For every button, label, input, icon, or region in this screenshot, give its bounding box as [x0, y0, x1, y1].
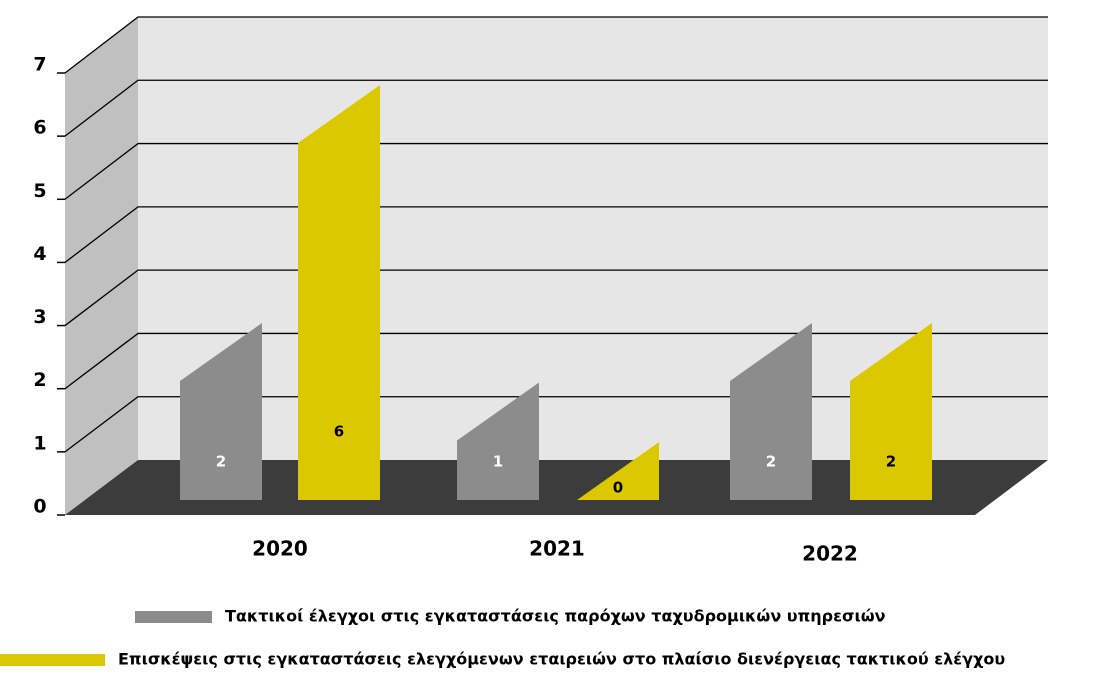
legend-label: Τακτικοί έλεγχοι στις εγκαταστάσεις παρό… [225, 607, 886, 626]
value-label: 1 [493, 453, 503, 471]
grid-line [64, 16, 1048, 74]
legend-swatch [135, 611, 212, 623]
legend-label: Επισκέψεις στις εγκαταστάσεις ελεγχόμενω… [118, 650, 1005, 669]
value-label: 2 [766, 453, 776, 471]
grid-line [64, 332, 1048, 390]
y-tick-label: 2 [33, 369, 46, 391]
value-label: 6 [334, 423, 344, 441]
bar [850, 323, 932, 500]
bar [298, 85, 380, 500]
bar [730, 323, 812, 500]
y-tick-label: 7 [33, 54, 46, 76]
grid-line [64, 79, 1048, 137]
y-tick-label: 3 [33, 306, 46, 328]
legend-swatch [0, 654, 105, 666]
y-tick-label: 4 [33, 243, 46, 265]
value-label: 2 [216, 453, 226, 471]
grid-line [64, 206, 1048, 263]
value-label: 2 [886, 453, 896, 471]
x-tick-label: 2022 [802, 542, 858, 566]
value-label: 0 [613, 479, 623, 497]
side-wall [65, 17, 138, 515]
x-tick-label: 2021 [529, 537, 585, 561]
x-tick-label: 2020 [252, 537, 308, 561]
y-tick-label: 1 [33, 432, 46, 454]
bar [180, 323, 262, 500]
y-tick-label: 5 [33, 180, 46, 202]
bar [457, 382, 539, 500]
y-tick-label: 6 [33, 117, 46, 139]
bar [577, 442, 659, 500]
grid-line [64, 142, 1048, 200]
y-tick-label: 0 [33, 496, 46, 518]
grid-line [64, 269, 1048, 327]
